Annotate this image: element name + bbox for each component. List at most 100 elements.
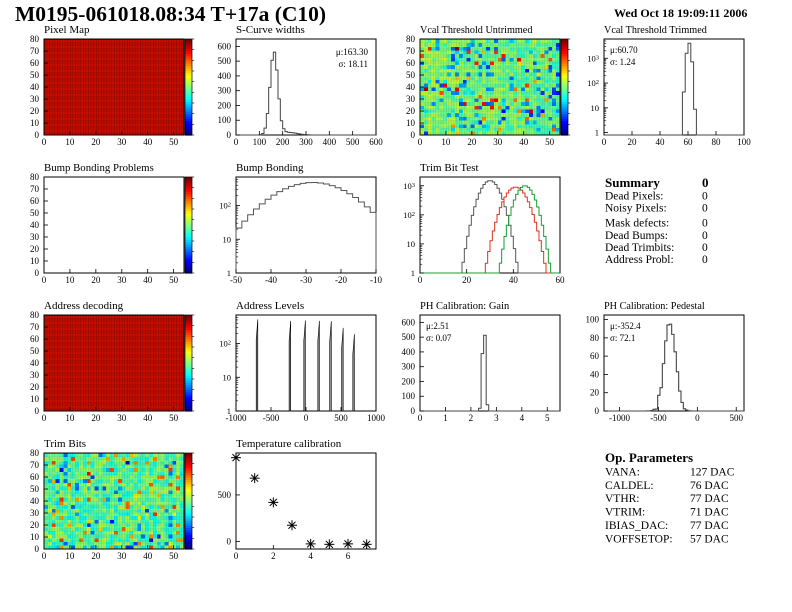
svg-text:0: 0 bbox=[42, 137, 47, 147]
svg-text:10: 10 bbox=[65, 137, 75, 147]
svg-text:M0195-061018.08:34 T+17a (C10): M0195-061018.08:34 T+17a (C10) bbox=[15, 2, 326, 26]
svg-text:50: 50 bbox=[30, 346, 40, 356]
svg-text:50: 50 bbox=[169, 413, 179, 423]
svg-text:0: 0 bbox=[702, 203, 708, 215]
svg-text:10: 10 bbox=[591, 103, 600, 113]
svg-text:77 DAC: 77 DAC bbox=[690, 493, 729, 505]
svg-text:-10: -10 bbox=[370, 275, 382, 285]
svg-text:S-Curve widths: S-Curve widths bbox=[236, 24, 305, 36]
svg-text:4: 4 bbox=[308, 551, 313, 561]
svg-text:80: 80 bbox=[712, 137, 722, 147]
svg-text:50: 50 bbox=[30, 208, 40, 218]
svg-text:0: 0 bbox=[418, 275, 423, 285]
svg-text:10: 10 bbox=[223, 234, 232, 244]
svg-text:0: 0 bbox=[35, 130, 40, 140]
svg-text:600: 600 bbox=[218, 41, 232, 51]
svg-text:300: 300 bbox=[218, 86, 232, 96]
svg-text:0: 0 bbox=[702, 218, 708, 230]
svg-text:20: 20 bbox=[406, 106, 416, 116]
svg-text:60: 60 bbox=[30, 472, 40, 482]
svg-text:30: 30 bbox=[117, 413, 127, 423]
svg-text:0: 0 bbox=[702, 242, 708, 254]
svg-text:0: 0 bbox=[227, 130, 232, 140]
svg-text:60: 60 bbox=[590, 351, 600, 361]
svg-text:0: 0 bbox=[234, 137, 239, 147]
svg-text:σ: 18.11: σ: 18.11 bbox=[338, 59, 368, 69]
svg-text:Mask defects:: Mask defects: bbox=[605, 218, 669, 230]
svg-text:100: 100 bbox=[586, 315, 600, 325]
svg-text:30: 30 bbox=[406, 94, 416, 104]
svg-text:Address decoding: Address decoding bbox=[44, 300, 124, 312]
svg-text:Noisy Pixels:: Noisy Pixels: bbox=[605, 203, 667, 215]
svg-text:300: 300 bbox=[402, 362, 416, 372]
svg-text:0: 0 bbox=[304, 413, 309, 423]
svg-text:VOFFSETOP:: VOFFSETOP: bbox=[605, 533, 673, 545]
svg-text:Wed Oct 18 19:09:11 2006: Wed Oct 18 19:09:11 2006 bbox=[614, 6, 747, 20]
svg-text:57 DAC: 57 DAC bbox=[690, 533, 729, 545]
svg-text:Bump Bonding: Bump Bonding bbox=[236, 162, 304, 174]
svg-text:40: 40 bbox=[30, 220, 40, 230]
svg-text:Dead Pixels:: Dead Pixels: bbox=[605, 191, 663, 203]
svg-text:5: 5 bbox=[545, 413, 550, 423]
svg-text:20: 20 bbox=[30, 520, 40, 530]
svg-text:1: 1 bbox=[411, 268, 415, 278]
svg-text:40: 40 bbox=[143, 413, 153, 423]
svg-text:40: 40 bbox=[519, 137, 529, 147]
svg-text:Op. Parameters: Op. Parameters bbox=[605, 450, 693, 465]
svg-text:VTRIM:: VTRIM: bbox=[605, 507, 645, 519]
svg-text:500: 500 bbox=[729, 413, 743, 423]
svg-text:80: 80 bbox=[590, 333, 600, 343]
svg-text:Dead Trimbits:: Dead Trimbits: bbox=[605, 242, 674, 254]
svg-text:1000: 1000 bbox=[367, 413, 386, 423]
svg-text:80: 80 bbox=[30, 310, 40, 320]
svg-text:3: 3 bbox=[494, 413, 499, 423]
svg-text:μ:163.30: μ:163.30 bbox=[336, 47, 369, 57]
svg-text:20: 20 bbox=[590, 388, 600, 398]
svg-text:-500: -500 bbox=[650, 413, 667, 423]
svg-text:σ: 0.07: σ: 0.07 bbox=[426, 333, 452, 343]
svg-text:Vcal Threshold Trimmed: Vcal Threshold Trimmed bbox=[604, 25, 707, 36]
svg-text:-30: -30 bbox=[300, 275, 312, 285]
svg-text:0: 0 bbox=[702, 175, 709, 190]
svg-text:-1000: -1000 bbox=[609, 413, 630, 423]
svg-text:20: 20 bbox=[30, 106, 40, 116]
svg-text:40: 40 bbox=[143, 551, 153, 561]
svg-text:1: 1 bbox=[443, 413, 448, 423]
svg-text:50: 50 bbox=[30, 70, 40, 80]
svg-text:20: 20 bbox=[467, 137, 477, 147]
svg-text:60: 60 bbox=[30, 58, 40, 68]
svg-text:60: 60 bbox=[406, 58, 416, 68]
svg-text:-40: -40 bbox=[265, 275, 277, 285]
svg-text:40: 40 bbox=[30, 358, 40, 368]
svg-text:20: 20 bbox=[462, 275, 472, 285]
svg-text:VTHR:: VTHR: bbox=[605, 493, 640, 505]
svg-text:70: 70 bbox=[406, 46, 416, 56]
svg-text:40: 40 bbox=[143, 275, 153, 285]
svg-text:0: 0 bbox=[702, 191, 708, 203]
svg-text:40: 40 bbox=[509, 275, 519, 285]
svg-text:30: 30 bbox=[117, 137, 127, 147]
svg-text:0: 0 bbox=[35, 268, 40, 278]
svg-text:100: 100 bbox=[253, 137, 267, 147]
svg-text:Summary: Summary bbox=[605, 175, 660, 190]
svg-text:500: 500 bbox=[346, 137, 360, 147]
svg-text:60: 60 bbox=[30, 196, 40, 206]
svg-text:10: 10 bbox=[30, 118, 40, 128]
svg-text:2: 2 bbox=[469, 413, 474, 423]
svg-text:50: 50 bbox=[30, 484, 40, 494]
svg-text:20: 20 bbox=[91, 551, 101, 561]
svg-text:IBIAS_DAC:: IBIAS_DAC: bbox=[605, 520, 668, 532]
svg-text:30: 30 bbox=[117, 275, 127, 285]
svg-text:10: 10 bbox=[65, 275, 75, 285]
svg-text:10: 10 bbox=[65, 551, 75, 561]
svg-text:70: 70 bbox=[30, 46, 40, 56]
svg-text:40: 40 bbox=[406, 82, 416, 92]
svg-text:0: 0 bbox=[411, 130, 416, 140]
svg-text:20: 20 bbox=[628, 137, 638, 147]
svg-text:10: 10 bbox=[406, 118, 416, 128]
svg-text:VANA:: VANA: bbox=[605, 466, 640, 478]
svg-text:30: 30 bbox=[117, 551, 127, 561]
svg-text:80: 80 bbox=[30, 172, 40, 182]
svg-text:40: 40 bbox=[30, 82, 40, 92]
svg-text:80: 80 bbox=[30, 34, 40, 44]
